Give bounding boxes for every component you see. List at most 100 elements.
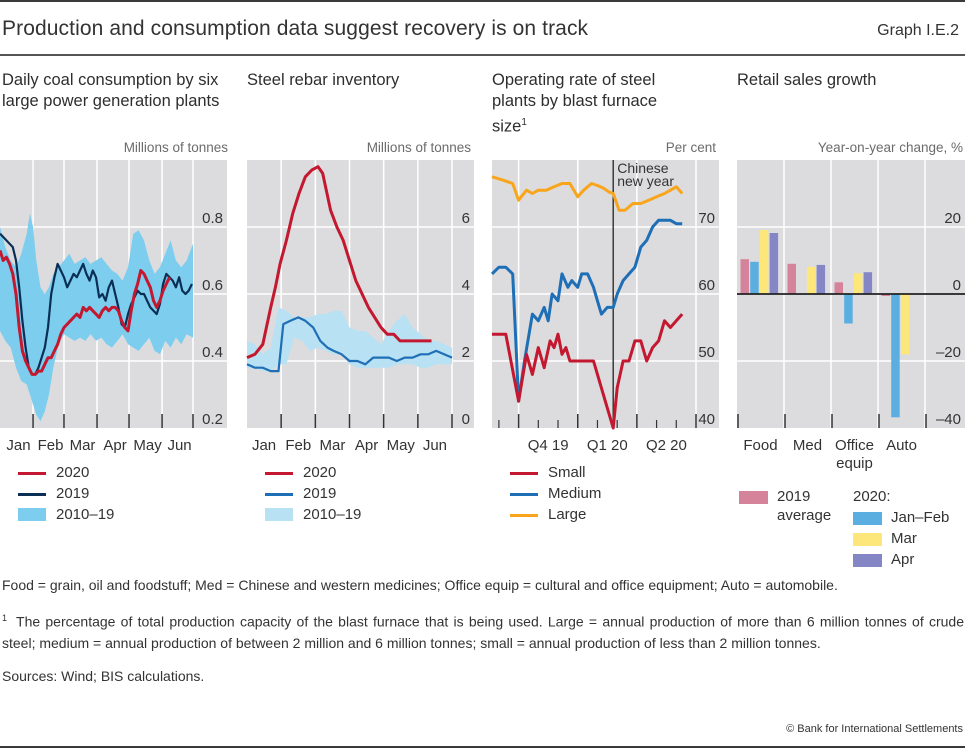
y-tick-label: 4: [462, 277, 470, 294]
unit-label-rebar: Millions of tonnes: [366, 140, 471, 155]
x-category-label: equip: [836, 455, 873, 472]
range-band-2010–19: [247, 307, 452, 372]
y-tick-label: 0.6: [202, 277, 223, 294]
series-line-medium: [490, 218, 683, 403]
panel-title-blast: Operating rate of steel plants by blast …: [492, 70, 692, 138]
sources-note: Sources: Wind; BIS calculations.: [2, 667, 205, 684]
y-tick-label: 20: [944, 210, 961, 227]
bar-office-equip-apr: [863, 272, 873, 294]
y-tick-label: 40: [698, 411, 715, 428]
legend-label: 2010–19: [56, 506, 115, 523]
bar-med-apr: [816, 264, 826, 294]
x-tick-label: Feb: [285, 437, 311, 454]
footnote-ref: 1: [521, 117, 527, 128]
bar-food-2019-average: [740, 259, 749, 294]
top-rule: [0, 0, 965, 2]
y-tick-label: –20: [936, 344, 961, 361]
bar-auto-mar: [900, 294, 910, 355]
x-tick-label: May: [387, 437, 416, 454]
legend-label: 2019: [56, 485, 90, 502]
legend-swatch-jan-feb: [853, 512, 882, 525]
x-tick-label: Q4 19: [528, 437, 569, 454]
x-category-label: Office: [835, 437, 874, 454]
bar-office-equip-2019-average: [834, 282, 843, 294]
y-tick-label: –40: [936, 411, 961, 428]
legend-label: 2019: [303, 485, 337, 502]
bar-office-equip-mar: [853, 273, 863, 294]
y-tick-label: 50: [698, 344, 715, 361]
bar-auto-2019-average: [881, 294, 890, 296]
legend-swatch: [18, 508, 46, 521]
legend-label-apr: Apr: [891, 551, 915, 568]
range-band-2010–19: [0, 213, 193, 422]
legend-swatch-apr: [853, 554, 882, 567]
y-tick-label: 0: [953, 277, 961, 294]
x-tick-label: Jun: [167, 437, 191, 454]
panel-title-blast-text: Operating rate of steel plants by blast …: [492, 71, 658, 136]
series-line-2020: [246, 165, 432, 359]
y-tick-label: 6: [462, 210, 470, 227]
chart-rebar: 0 2 4 6 Jan Feb Mar Apr May Jun: [246, 160, 474, 454]
bar-food-jan-feb: [750, 261, 759, 294]
x-tick-label: Mar: [70, 437, 96, 454]
bottom-rule: [0, 746, 965, 748]
bar-food-apr: [769, 233, 779, 294]
series-line-2019: [246, 316, 453, 373]
figure-title: Production and consumption data suggest …: [2, 17, 589, 40]
bar-food-mar: [759, 230, 769, 294]
x-tick-label: Jan: [6, 437, 30, 454]
legend-label-2019: 2019: [777, 488, 811, 505]
y-tick-label: 0: [462, 411, 470, 428]
legend-swatch-2019-average: [739, 491, 768, 504]
legend-swatch-mar: [853, 533, 882, 546]
x-tick-label: Jun: [423, 437, 447, 454]
legend-label: 2020: [303, 464, 337, 481]
x-tick-label: Feb: [38, 437, 64, 454]
legend-swatch: [510, 493, 538, 496]
bar-office-equip-jan-feb: [844, 294, 853, 324]
legend-label-average: average: [777, 507, 832, 524]
bar-med-mar: [806, 266, 816, 294]
annotation-line1: Chinese: [617, 160, 669, 176]
legend-swatch: [265, 508, 293, 521]
unit-label-coal: Millions of tonnes: [123, 140, 228, 155]
legend-label: Large: [548, 506, 587, 523]
series-line-large: [491, 175, 684, 212]
legend-label-jan-feb: Jan–Feb: [891, 509, 950, 526]
legend-label-mar: Mar: [891, 530, 917, 547]
x-category-label: Food: [743, 437, 777, 454]
footnote-marker: 1: [2, 613, 8, 623]
series-line-2020: [0, 250, 171, 376]
y-tick-label: 2: [462, 344, 470, 361]
y-tick-label: 0.8: [202, 210, 223, 227]
legend-label: 2020: [56, 464, 90, 481]
footnote: 1 The percentage of total production cap…: [2, 608, 964, 654]
x-tick-label: Apr: [355, 437, 378, 454]
title-rule: [0, 54, 965, 56]
x-tick-label: Mar: [320, 437, 346, 454]
legend-label: 2010–19: [303, 506, 362, 523]
panel-title-coal: Daily coal consumption by six large powe…: [2, 71, 220, 110]
x-tick-label: May: [133, 437, 162, 454]
x-tick-label: Q2 20: [646, 437, 687, 454]
notes: Food = grain, oil and foodstuff; Med = C…: [2, 575, 964, 699]
x-tick-label: Jan: [252, 437, 276, 454]
copyright: © Bank for International Settlements: [786, 723, 963, 735]
series-line-small: [492, 313, 684, 430]
legend-swatch: [18, 472, 46, 475]
legend-swatch: [510, 514, 538, 517]
y-tick-label: 0.2: [202, 411, 223, 428]
legend-group-heading: 2020:: [853, 488, 891, 505]
y-tick-label: 60: [698, 277, 715, 294]
panel-title-retail: Retail sales growth: [737, 71, 877, 89]
legend-retail: 2019 average 2020: Jan–Feb Mar Apr: [739, 486, 965, 570]
chart-coal: 0.2 0.4 0.6 0.8 Jan Feb Mar Apr May Jun: [0, 160, 227, 454]
x-category-label: Med: [793, 437, 822, 454]
legend-label: Small: [548, 464, 586, 481]
x-tick-label: Apr: [103, 437, 126, 454]
graph-id: Graph I.E.2: [877, 22, 959, 39]
unit-label-blast: Per cent: [665, 140, 716, 155]
legend-swatch: [265, 472, 293, 475]
